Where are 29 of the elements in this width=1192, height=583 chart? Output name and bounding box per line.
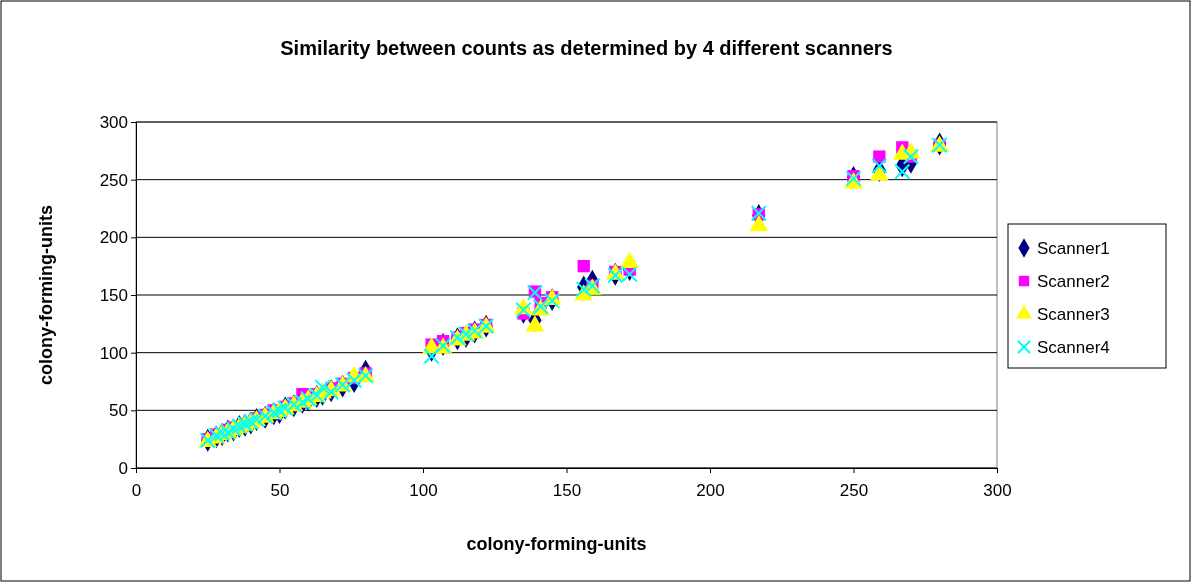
x-tick-label: 250: [839, 481, 869, 501]
y-tick-label: 0: [118, 458, 128, 478]
legend-label: Scanner4: [1037, 338, 1110, 357]
point: [871, 157, 888, 174]
y-tick-label: 100: [99, 343, 128, 363]
y-tick-label: 200: [99, 228, 128, 248]
x-axis-title: colony-forming-units: [466, 534, 647, 554]
point: [894, 163, 911, 180]
x-tick-label: 50: [270, 481, 290, 501]
x-tick-label: 0: [131, 481, 142, 501]
point: [750, 204, 767, 222]
legend-label: Scanner2: [1037, 272, 1110, 291]
point: [577, 260, 590, 273]
legend-label: Scanner1: [1037, 239, 1110, 258]
x-tick-label: 150: [552, 481, 582, 501]
y-axis-title: colony-forming-units: [36, 205, 56, 385]
y-tick-label: 50: [109, 401, 128, 421]
x-tick-label: 300: [983, 481, 1012, 501]
point: [544, 292, 561, 309]
y-tick-label: 150: [99, 285, 128, 305]
chart-title: Similarity between counts as determined by 4 different scanners: [280, 37, 893, 59]
point: [515, 301, 532, 319]
x-tick-label: 100: [409, 481, 438, 501]
y-tick-label: 300: [99, 112, 128, 132]
legend-label: Scanner3: [1037, 305, 1110, 324]
x-tick-label: 200: [696, 481, 725, 501]
y-tick-label: 250: [99, 170, 128, 190]
point: [345, 372, 363, 389]
point: [423, 347, 440, 365]
